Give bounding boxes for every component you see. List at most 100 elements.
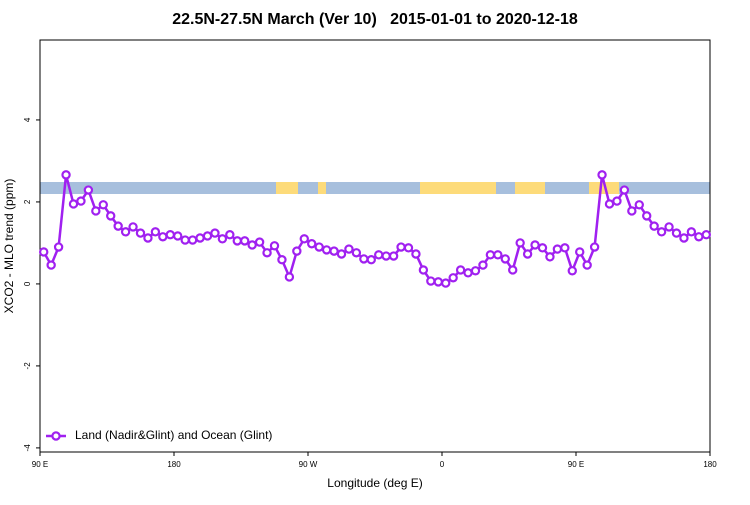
data-point	[485, 250, 496, 260]
data-point	[463, 268, 473, 278]
data-point	[627, 206, 637, 216]
data-point	[329, 246, 339, 256]
data-point	[292, 246, 302, 256]
data-point	[254, 237, 265, 247]
data-point	[537, 243, 548, 253]
data-point	[336, 249, 347, 259]
data-point	[418, 265, 429, 275]
data-point	[567, 266, 577, 276]
data-point	[217, 234, 228, 244]
y-tick-label: 0	[23, 281, 32, 286]
data-point	[232, 236, 242, 246]
data-point	[470, 266, 481, 276]
data-point	[359, 254, 369, 264]
data-point	[366, 255, 376, 265]
data-point	[344, 244, 354, 254]
data-point	[500, 254, 510, 264]
data-point	[619, 185, 630, 195]
data-point	[441, 278, 451, 288]
data-point	[195, 233, 205, 243]
y-tick-label: 4	[23, 117, 32, 122]
data-point	[396, 242, 406, 252]
data-point	[307, 239, 317, 249]
data-point	[68, 199, 79, 209]
data-point	[686, 227, 697, 237]
x-tick-label: 180	[167, 460, 181, 469]
data-point	[143, 233, 153, 243]
data-point	[508, 265, 518, 275]
data-point	[522, 249, 533, 259]
data-point	[106, 211, 116, 221]
legend-marker	[51, 431, 61, 441]
data-point	[240, 236, 250, 246]
data-point	[560, 243, 570, 253]
data-point	[247, 240, 257, 250]
data-point	[604, 199, 615, 209]
y-axis-label: XCO2 - MLO trend (ppm)	[2, 179, 16, 314]
data-point	[180, 235, 190, 245]
y-tick-label: -4	[23, 444, 32, 452]
data-point	[694, 232, 704, 242]
legend-label: Land (Nadir&Glint) and Ocean (Glint)	[75, 428, 272, 442]
data-point	[388, 251, 399, 261]
data-point	[113, 221, 123, 231]
data-point	[120, 227, 131, 237]
data-point	[150, 227, 161, 237]
data-point	[455, 265, 466, 275]
data-point	[575, 247, 585, 257]
data-point	[433, 277, 443, 287]
data-point	[299, 234, 309, 244]
data-point	[277, 255, 287, 265]
data-point	[314, 242, 324, 252]
data-point	[128, 222, 138, 232]
x-tick-label: 90 E	[568, 460, 584, 469]
data-point	[98, 200, 108, 210]
data-point	[83, 185, 94, 195]
data-point	[284, 272, 295, 282]
data-point	[448, 273, 458, 283]
x-tick-label: 180	[703, 460, 717, 469]
chart-title: 22.5N-27.5N March (Ver 10) 2015-01-01 to…	[172, 11, 578, 28]
data-point	[478, 260, 488, 270]
data-point	[321, 245, 332, 255]
data-point	[202, 231, 213, 241]
data-point	[634, 200, 644, 210]
data-point	[664, 222, 674, 232]
x-tick-label: 0	[440, 460, 445, 469]
x-axis-label: Longitude (deg E)	[327, 476, 422, 490]
data-point	[262, 248, 272, 258]
x-tick-label: 90 W	[299, 460, 318, 469]
data-point	[53, 242, 64, 252]
data-point	[679, 233, 689, 243]
data-point	[225, 230, 235, 240]
data-point	[269, 241, 280, 251]
plot-frame	[39, 39, 711, 453]
data-point	[351, 248, 362, 258]
data-point	[649, 221, 659, 231]
data-point	[642, 211, 652, 221]
data-point	[61, 170, 71, 180]
data-point	[493, 250, 503, 260]
data-point	[597, 170, 607, 180]
data-point	[426, 276, 436, 286]
data-point	[165, 230, 175, 240]
y-tick-label: 2	[23, 199, 32, 204]
data-point	[552, 244, 563, 254]
data-point	[612, 196, 622, 206]
data-point	[701, 230, 711, 240]
x-tick-label: 90 E	[32, 460, 48, 469]
data-point	[173, 231, 183, 241]
data-point	[91, 206, 101, 216]
data-point	[671, 228, 682, 238]
data-point	[411, 249, 421, 259]
data-point	[39, 247, 49, 257]
y-tick-label: -2	[23, 362, 32, 370]
data-point	[656, 227, 667, 237]
data-point	[589, 242, 600, 252]
data-point	[403, 243, 414, 253]
data-point	[187, 235, 198, 245]
data-point	[76, 196, 86, 206]
data-point	[545, 252, 555, 262]
data-point	[374, 250, 384, 260]
